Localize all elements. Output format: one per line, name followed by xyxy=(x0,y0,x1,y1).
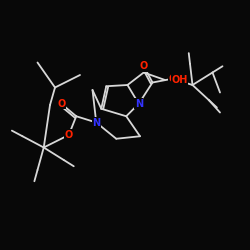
Text: O: O xyxy=(140,61,148,71)
Text: N: N xyxy=(92,118,100,128)
Text: O: O xyxy=(168,74,176,84)
Text: OH: OH xyxy=(171,75,188,85)
Text: N: N xyxy=(135,99,143,109)
Text: O: O xyxy=(57,99,66,109)
Text: O: O xyxy=(64,130,73,140)
